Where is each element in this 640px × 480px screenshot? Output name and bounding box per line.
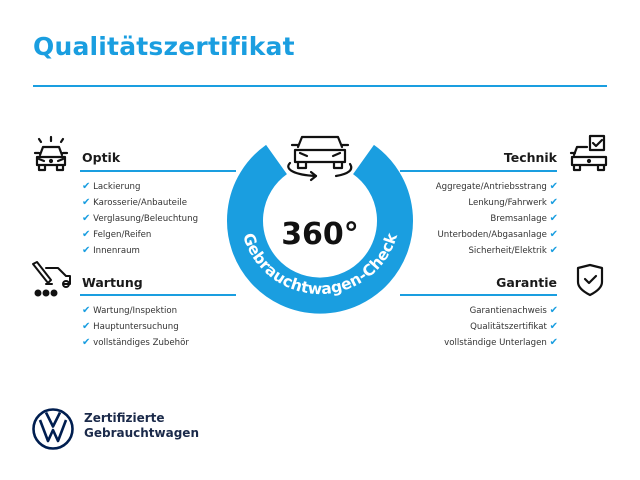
check-icon: ✔ — [82, 245, 91, 256]
garantie-divider — [400, 294, 557, 296]
page-title: Qualitätszertifikat — [33, 32, 295, 61]
list-item: Garantienachweis ✔ — [469, 305, 558, 316]
list-item: Unterboden/Abgasanlage ✔ — [437, 229, 559, 240]
car-360-rotate-icon — [287, 135, 353, 182]
wartung-divider — [80, 294, 236, 296]
list-item: ✔ vollständiges Zubehör — [82, 337, 189, 348]
service-tools-icon — [32, 261, 71, 297]
list-item: ✔ Felgen/Reifen — [82, 229, 152, 240]
brand-line-1: Zertifizierte — [84, 411, 165, 425]
list-item: vollständige Unterlagen ✔ — [444, 337, 558, 348]
check-icon: ✔ — [549, 337, 558, 348]
list-item: Sicherheit/Elektrik ✔ — [468, 245, 558, 256]
brand-line-2: Gebrauchtwagen — [84, 426, 199, 440]
check-icon: ✔ — [549, 305, 558, 316]
brand-name: Zertifizierte Gebrauchtwagen — [84, 411, 199, 441]
center-value: 360° — [281, 217, 359, 252]
title-divider — [33, 85, 607, 87]
list-item: ✔ Verglasung/Beleuchtung — [82, 213, 199, 224]
check-icon: ✔ — [549, 321, 558, 332]
section-heading-optik: Optik — [82, 150, 121, 165]
check-icon: ✔ — [82, 197, 91, 208]
check-icon: ✔ — [549, 229, 558, 240]
list-item: ✔ Wartung/Inspektion — [82, 305, 178, 316]
check-icon: ✔ — [82, 229, 91, 240]
wartung-list: ✔ Wartung/Inspektion ✔ Hauptuntersuchung… — [82, 303, 189, 351]
technik-divider — [400, 170, 557, 172]
list-item: ✔ Hauptuntersuchung — [82, 321, 179, 332]
check-icon: ✔ — [82, 213, 91, 224]
section-heading-garantie: Garantie — [496, 275, 557, 290]
list-item: ✔ Lackierung — [82, 181, 141, 192]
garantie-list: Garantienachweis ✔ Qualitätszertifikat ✔… — [444, 303, 558, 351]
list-item: Bremsanlage ✔ — [490, 213, 558, 224]
car-lights-icon — [33, 135, 69, 172]
check-icon: ✔ — [82, 305, 91, 316]
vw-logo — [32, 408, 74, 450]
car-checkbox-icon — [569, 134, 608, 172]
check-icon: ✔ — [549, 213, 558, 224]
shield-check-icon — [576, 263, 604, 297]
technik-list: Aggregate/Antriebsstrang ✔ Lenkung/Fahrw… — [436, 179, 558, 259]
check-icon: ✔ — [549, 245, 558, 256]
check-icon: ✔ — [549, 181, 558, 192]
check-icon: ✔ — [549, 197, 558, 208]
list-item: ✔ Innenraum — [82, 245, 140, 256]
check-icon: ✔ — [82, 337, 91, 348]
list-item: ✔ Karosserie/Anbauteile — [82, 197, 188, 208]
check-icon: ✔ — [82, 321, 91, 332]
list-item: Qualitätszertifikat ✔ — [470, 321, 558, 332]
optik-divider — [80, 170, 236, 172]
ring-arc — [227, 144, 413, 314]
section-heading-technik: Technik — [503, 150, 557, 165]
list-item: Lenkung/Fahrwerk ✔ — [468, 197, 558, 208]
check-icon: ✔ — [82, 181, 91, 192]
list-item: Aggregate/Antriebsstrang ✔ — [435, 181, 558, 192]
section-heading-wartung: Wartung — [82, 275, 143, 290]
optik-list: ✔ Lackierung ✔ Karosserie/Anbauteile ✔ V… — [82, 179, 198, 259]
